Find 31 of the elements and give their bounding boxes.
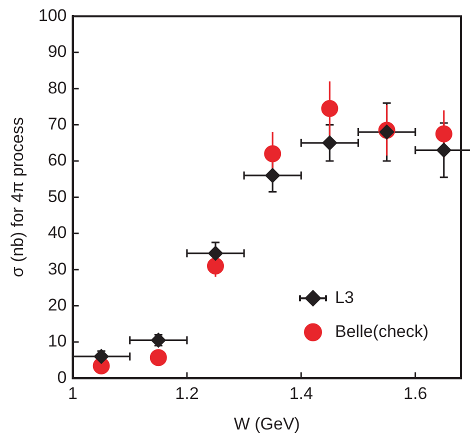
y-tick-label: 50 <box>48 186 67 206</box>
y-tick-label: 90 <box>48 42 67 62</box>
y-tick-label: 80 <box>48 78 67 98</box>
y-tick-label: 40 <box>48 223 67 242</box>
x-tick-label: 1.4 <box>289 384 313 404</box>
point <box>322 135 338 150</box>
point <box>207 257 224 274</box>
legend-label: Belle(check) <box>335 322 429 341</box>
y-tick-label: 60 <box>48 150 67 170</box>
y-tick-label: 20 <box>48 295 67 314</box>
y-tick-label: 10 <box>48 332 67 351</box>
point <box>150 332 166 348</box>
y-tick-label: 100 <box>38 6 67 25</box>
point <box>379 124 394 140</box>
point <box>264 145 282 162</box>
point <box>436 142 452 158</box>
point <box>435 125 452 142</box>
point <box>94 348 109 364</box>
point <box>208 246 223 261</box>
point <box>321 100 338 118</box>
x-tick-label: 1.6 <box>404 384 428 404</box>
y-axis-title: σ (nb) for 4π process <box>8 117 27 278</box>
y-tick-label: 0 <box>57 368 67 387</box>
x-tick-label: 1 <box>68 384 78 404</box>
point <box>265 168 280 183</box>
y-tick-label: 30 <box>48 259 67 278</box>
y-tick-label: 70 <box>48 114 67 134</box>
x-tick-label: 1.2 <box>175 384 199 404</box>
legend-label: L3 <box>335 288 354 307</box>
x-axis-title: W (GeV) <box>234 414 300 434</box>
point <box>150 349 167 366</box>
